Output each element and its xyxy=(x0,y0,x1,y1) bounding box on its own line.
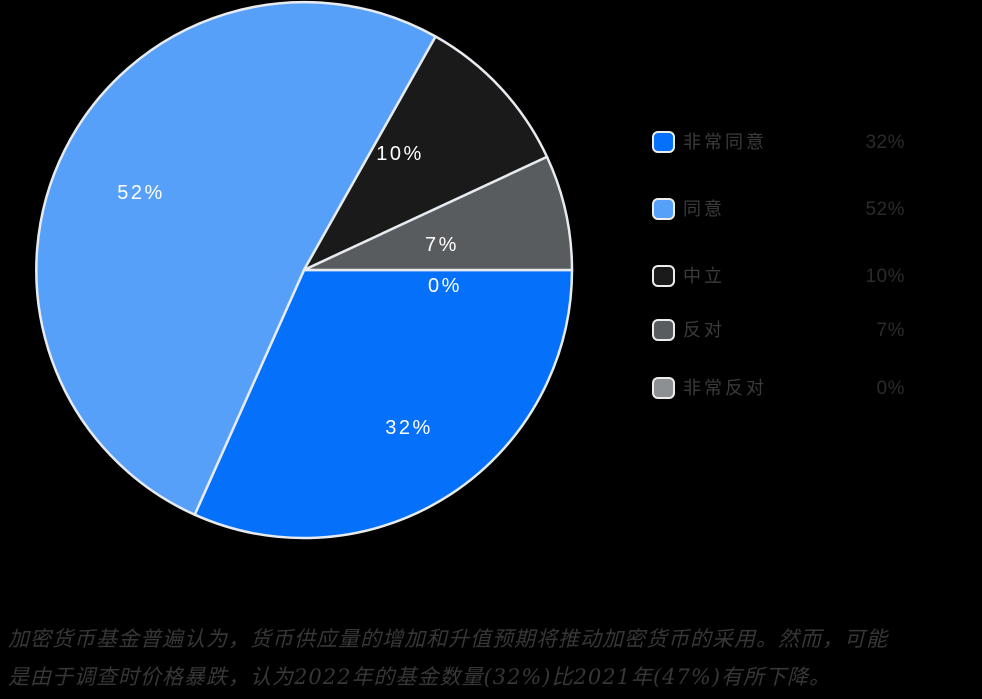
legend-value: 52% xyxy=(865,199,905,220)
legend-swatch-neutral xyxy=(652,265,675,287)
legend-value: 10% xyxy=(865,266,905,287)
pie-slice-label-agree: 52% xyxy=(117,182,165,204)
pie-slice-agree xyxy=(35,0,437,516)
legend-swatch-disagree xyxy=(652,319,675,341)
legend-value: 0% xyxy=(876,378,905,399)
caption-line-2: 是由于调查时价格暴跌，认为2022年的基金数量(32%)比2021年(47%)有… xyxy=(8,665,832,689)
legend-swatch-strongly-agree xyxy=(652,131,675,153)
legend-item-agree: 同意 52% xyxy=(652,198,905,222)
legend-label: 非常反对 xyxy=(683,378,767,399)
caption-line-1: 加密货币基金普遍认为，货币供应量的增加和升值预期将推动加密货币的采用。然而，可能 xyxy=(8,627,888,651)
pie-slice-label-strongly-disagree: 0% xyxy=(428,275,462,297)
legend-item-neutral: 中立 10% xyxy=(652,265,905,289)
pie-slice-disagree xyxy=(302,155,574,272)
legend-item-strongly-disagree: 非常反对 0% xyxy=(652,377,905,401)
legend-value: 7% xyxy=(876,320,905,341)
pie-slice-neutral xyxy=(302,35,549,272)
pie-chart: 32% 52% 10% 7% 0% xyxy=(35,0,574,540)
legend-value: 32% xyxy=(865,132,905,153)
pie-slice-strongly-agree xyxy=(193,268,574,540)
pie-slice-label-strongly-agree: 32% xyxy=(385,417,433,439)
legend-item-disagree: 反对 7% xyxy=(652,319,905,343)
legend: 非常同意 32% 同意 52% 中立 10% 反对 7% 非常反对 0% xyxy=(652,0,905,420)
legend-swatch-strongly-disagree xyxy=(652,377,675,399)
legend-item-strongly-agree: 非常同意 32% xyxy=(652,131,905,155)
legend-label: 非常同意 xyxy=(683,132,767,153)
legend-label: 同意 xyxy=(683,199,725,220)
legend-swatch-agree xyxy=(652,198,675,220)
pie-slice-label-disagree: 7% xyxy=(425,234,459,256)
pie-slice-label-neutral: 10% xyxy=(376,143,424,165)
legend-label: 反对 xyxy=(683,320,725,341)
caption: 加密货币基金普遍认为，货币供应量的增加和升值预期将推动加密货币的采用。然而，可能… xyxy=(8,620,974,696)
legend-label: 中立 xyxy=(683,266,725,287)
